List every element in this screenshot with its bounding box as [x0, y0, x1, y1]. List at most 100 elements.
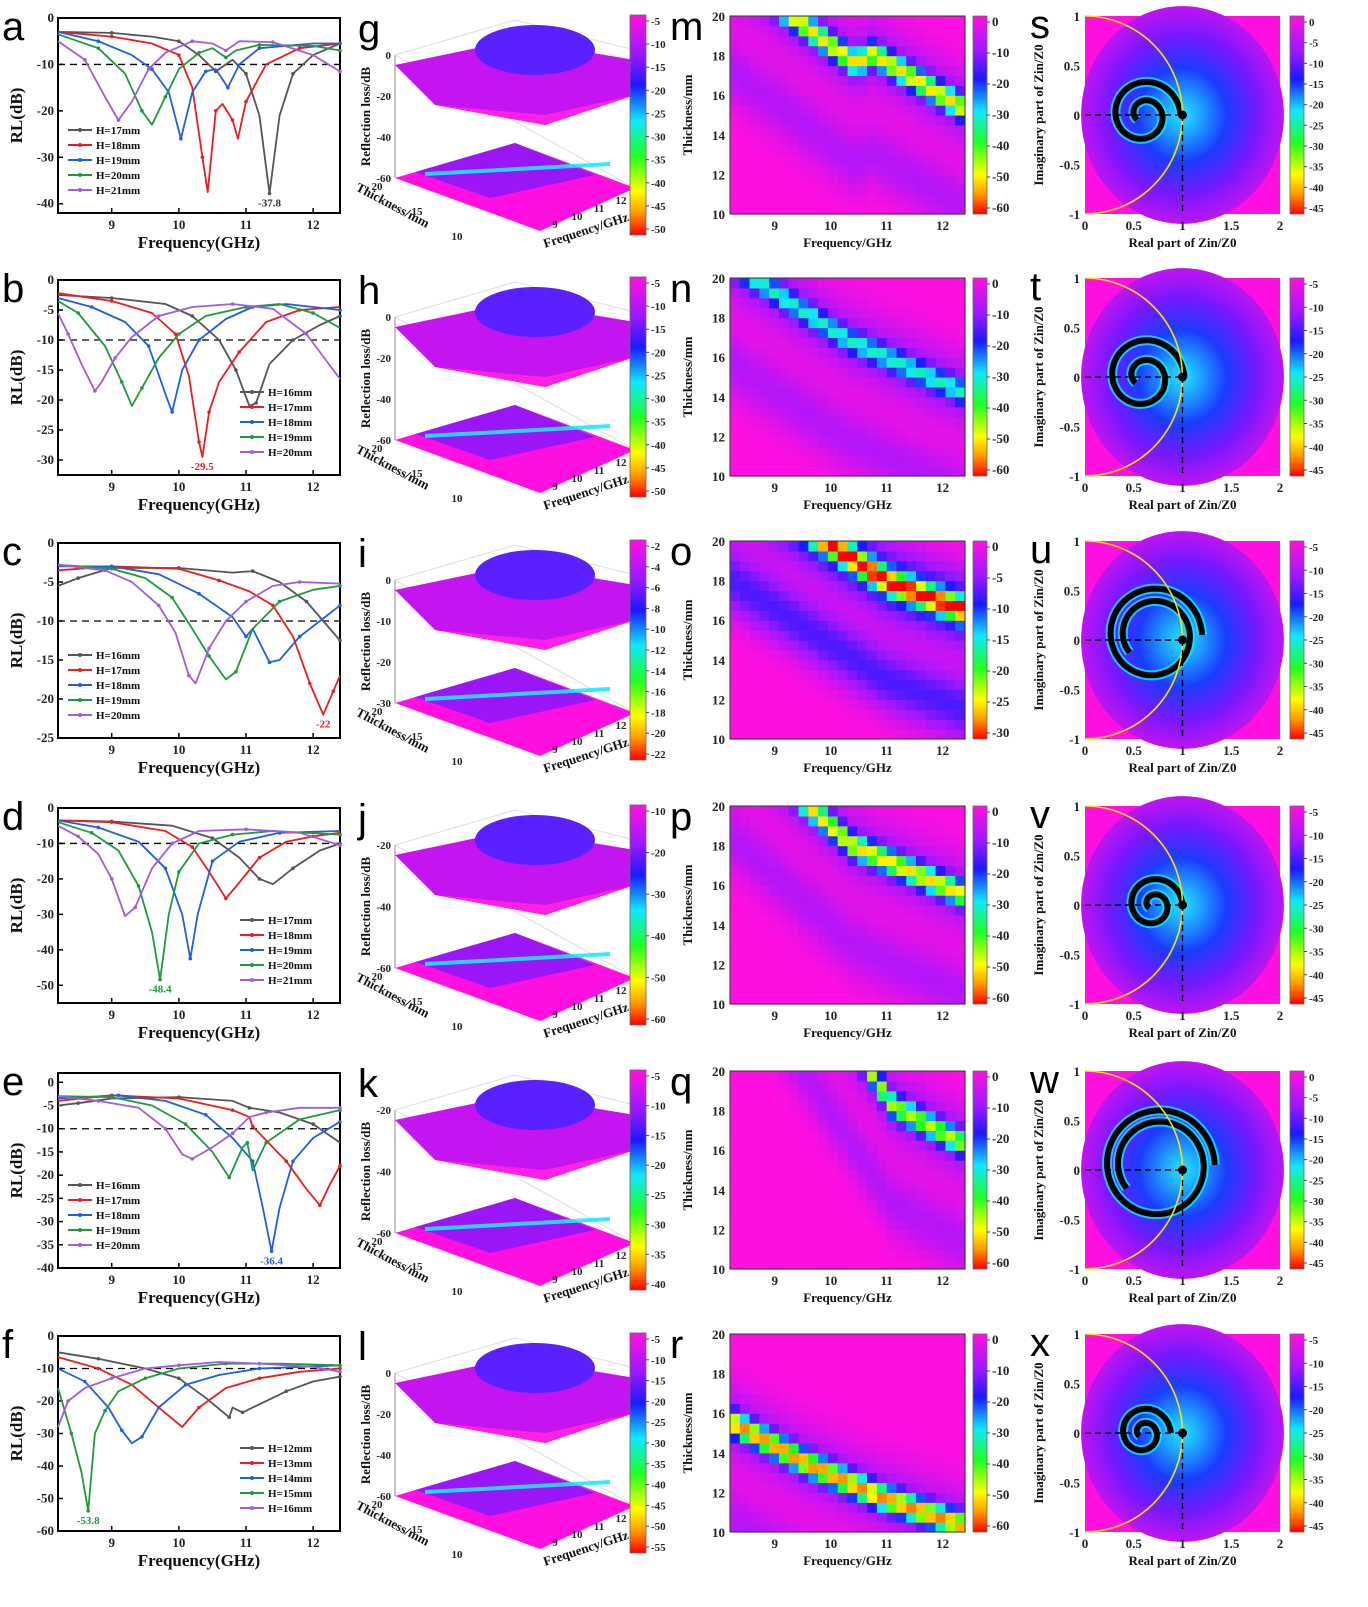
heatmap-cell: [867, 436, 878, 447]
heatmap-cell: [749, 974, 760, 985]
heatmap-cell: [847, 845, 858, 857]
heatmap-cell: [818, 1189, 829, 1201]
z-tick-label: -20: [376, 91, 391, 103]
heatmap-cell: [798, 1170, 809, 1181]
frequency-tick-label: 9: [552, 1537, 558, 1549]
heatmap-cell: [896, 669, 907, 681]
heatmap-cell: [847, 984, 858, 995]
heatmap-cell: [867, 124, 878, 136]
data-point: [177, 53, 181, 57]
heatmap-cell: [935, 1239, 947, 1250]
heatmap-cell: [788, 386, 800, 398]
heatmap-cell: [886, 659, 898, 671]
heatmap-cell: [837, 1160, 849, 1171]
heatmap-cell: [769, 1442, 780, 1454]
heatmap-cell: [769, 105, 780, 116]
heatmap-cell: [886, 1199, 898, 1211]
heatmap-cell: [876, 1199, 888, 1211]
heatmap-cell: [788, 1334, 800, 1345]
heatmap-cell: [798, 1160, 809, 1171]
heatmap-cell: [798, 204, 809, 215]
heatmap-cell: [925, 55, 937, 67]
heatmap-cell: [788, 1433, 800, 1444]
heatmap-cell: [847, 357, 858, 368]
heatmap-cell: [730, 1130, 741, 1141]
heatmap-cell: [759, 570, 770, 582]
heatmap-cell: [808, 570, 819, 582]
heatmap-cell: [955, 278, 966, 289]
x-tick-label: 11: [881, 1273, 893, 1288]
heatmap-cell: [916, 905, 927, 916]
heatmap-cell: [935, 855, 947, 866]
y-tick-label: -1: [1069, 1262, 1080, 1277]
heatmap-cell: [778, 709, 790, 720]
legend-label: H=16mm: [268, 1503, 312, 1515]
heatmap-cell: [886, 620, 898, 631]
heatmap-cell: [945, 406, 956, 418]
surface-fold: [435, 357, 635, 387]
heatmap-cell: [857, 835, 868, 847]
heatmap-cell: [778, 65, 790, 76]
heatmap-cell: [955, 1239, 966, 1250]
heatmap-cell: [739, 679, 751, 691]
heatmap-cell: [876, 934, 888, 946]
heatmap-cell: [788, 944, 800, 956]
heatmap-cell: [798, 1492, 809, 1503]
heatmap-cell: [935, 154, 947, 166]
heatmap-cell: [837, 95, 849, 106]
heatmap-cell: [857, 610, 868, 621]
heatmap-cell: [847, 1363, 858, 1375]
heatmap-cell: [778, 1090, 790, 1102]
heatmap-cell: [837, 154, 849, 166]
heatmap-cell: [759, 1423, 770, 1434]
heatmap-cell: [769, 377, 780, 388]
heatmap-cell: [945, 115, 956, 126]
heatmap-cell: [876, 914, 888, 926]
heatmap-cell: [886, 825, 898, 837]
colorbar-tick-label: -40: [651, 178, 666, 190]
heatmap-cell: [906, 679, 917, 691]
y-axis-label: Thickness/mm: [680, 74, 695, 155]
heatmap-cell: [788, 1423, 800, 1434]
heatmap-cell: [739, 610, 751, 621]
heatmap-cell: [916, 1363, 927, 1375]
heatmap-cell: [876, 689, 888, 700]
heatmap-cell: [867, 954, 878, 965]
heatmap-cell: [935, 278, 947, 289]
heatmap-cell: [886, 1462, 898, 1474]
heatmap-cell: [886, 1502, 898, 1513]
heatmap-cell: [896, 1393, 907, 1404]
x-tick-label: 1.5: [1223, 1008, 1240, 1023]
heatmap-cell: [798, 184, 809, 195]
heatmap-cell: [788, 1120, 800, 1131]
heatmap-cell: [837, 1219, 849, 1230]
heatmap-cell: [906, 669, 917, 681]
heatmap-cell: [857, 580, 868, 592]
heatmap-cell: [925, 954, 937, 965]
heatmap-cell: [896, 1110, 907, 1122]
heatmap-cell: [867, 984, 878, 995]
heatmap-cell: [945, 719, 956, 730]
heatmap-cell: [876, 1482, 888, 1493]
heatmap-cell: [798, 944, 809, 956]
heatmap-cell: [788, 1160, 800, 1171]
heatmap-cell: [876, 1071, 888, 1082]
heatmap-cell: [857, 600, 868, 611]
heatmap-cell: [837, 835, 849, 847]
heatmap-cell: [827, 630, 839, 641]
heatmap-cell: [867, 1150, 878, 1161]
heatmap-cell: [955, 1373, 966, 1385]
heatmap-cell: [827, 1452, 839, 1464]
data-point: [109, 566, 114, 571]
heatmap-cell: [730, 406, 741, 418]
contour-ridge: [424, 952, 611, 966]
heatmap-cell: [778, 347, 790, 358]
heatmap-cell: [896, 1160, 907, 1171]
heatmap-cell: [945, 815, 956, 827]
heatmap-cell: [886, 1383, 898, 1394]
heatmap-cell: [818, 337, 829, 348]
heatmap-cell: [916, 134, 927, 146]
heatmap-cell: [916, 669, 927, 681]
heatmap-cell: [867, 560, 878, 572]
